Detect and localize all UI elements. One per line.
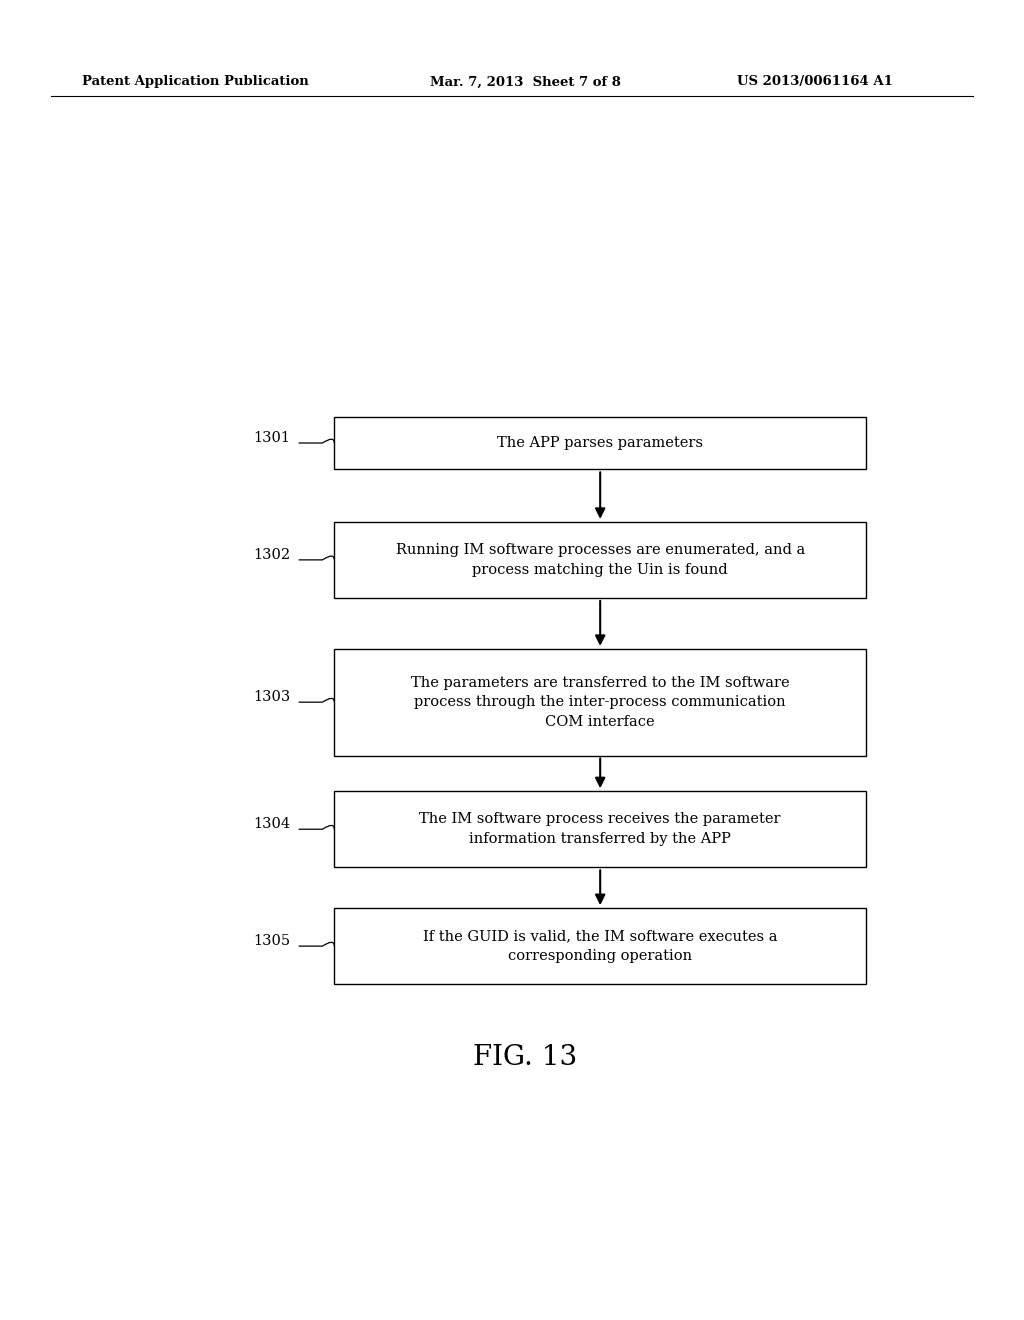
Text: 1303: 1303 [253, 690, 291, 704]
Bar [334, 417, 866, 470]
Bar [334, 791, 866, 867]
Text: Mar. 7, 2013  Sheet 7 of 8: Mar. 7, 2013 Sheet 7 of 8 [430, 75, 621, 88]
Text: US 2013/0061164 A1: US 2013/0061164 A1 [737, 75, 893, 88]
Text: FIG. 13: FIG. 13 [473, 1044, 577, 1072]
Text: 1301: 1301 [254, 430, 291, 445]
Bar [334, 649, 866, 755]
Bar [334, 521, 866, 598]
Bar [334, 908, 866, 985]
Text: 1302: 1302 [254, 548, 291, 562]
Text: Running IM software processes are enumerated, and a
process matching the Uin is : Running IM software processes are enumer… [395, 543, 805, 577]
Text: The APP parses parameters: The APP parses parameters [498, 436, 703, 450]
Text: 1305: 1305 [254, 935, 291, 948]
Text: 1304: 1304 [254, 817, 291, 832]
Text: The IM software process receives the parameter
information transferred by the AP: The IM software process receives the par… [420, 813, 781, 846]
Text: The parameters are transferred to the IM software
process through the inter-proc: The parameters are transferred to the IM… [411, 676, 790, 729]
Text: Patent Application Publication: Patent Application Publication [82, 75, 308, 88]
Text: If the GUID is valid, the IM software executes a
corresponding operation: If the GUID is valid, the IM software ex… [423, 929, 777, 962]
